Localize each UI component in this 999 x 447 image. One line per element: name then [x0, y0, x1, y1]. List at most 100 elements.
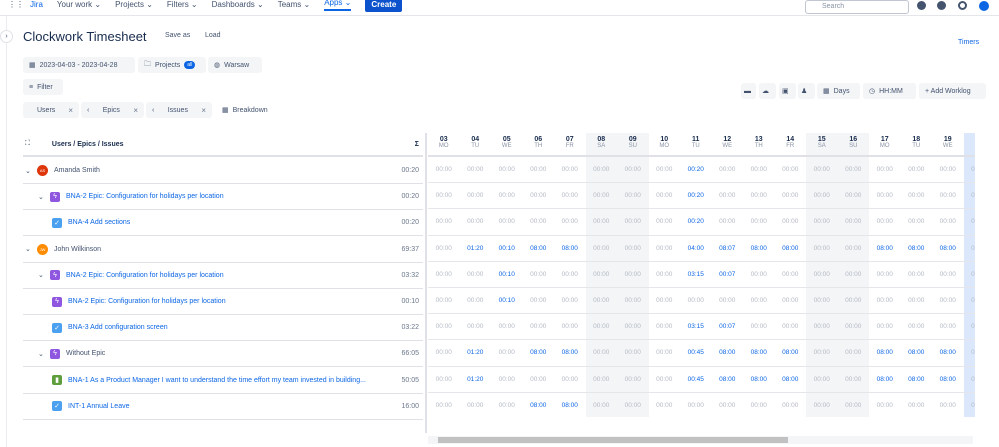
chevron-down-icon[interactable]: ⌄: [38, 350, 44, 358]
help-icon[interactable]: [937, 1, 946, 10]
time-cell[interactable]: 00:00: [963, 314, 975, 341]
date-range-picker[interactable]: ▦ 2023-04-03 - 2023-04-28: [23, 57, 135, 73]
time-cell[interactable]: 00:00: [617, 262, 649, 288]
chip-users[interactable]: Users ×: [23, 102, 79, 118]
time-cell[interactable]: 00:00: [743, 183, 775, 210]
breakdown-button[interactable]: ▦ Breakdown: [216, 102, 274, 118]
time-cell[interactable]: 08:00: [900, 340, 932, 367]
nav-filters[interactable]: Filters ⌄: [166, 0, 198, 9]
time-cell[interactable]: 00:20: [680, 157, 712, 184]
time-cell[interactable]: 00:00: [743, 393, 775, 417]
time-cell[interactable]: 00:20: [680, 183, 712, 210]
time-cell[interactable]: 00:00: [648, 288, 680, 315]
time-cell[interactable]: 00:00: [648, 262, 680, 288]
time-cell[interactable]: 00:00: [743, 157, 775, 184]
load-button[interactable]: Load: [205, 32, 221, 39]
time-cell[interactable]: 00:00: [491, 367, 523, 393]
app-switcher-icon[interactable]: ⋮⋮: [8, 0, 24, 9]
time-cell[interactable]: 00:00: [806, 367, 838, 393]
time-cell[interactable]: 00:00: [459, 288, 491, 315]
time-cell[interactable]: 00:00: [554, 262, 586, 288]
time-cell[interactable]: 00:00: [712, 393, 744, 417]
row-label[interactable]: BNA-4 Add sections: [68, 219, 131, 227]
time-cell[interactable]: 00:00: [554, 157, 586, 184]
time-cell[interactable]: 00:00: [617, 209, 649, 236]
time-cell[interactable]: 00:00: [711, 209, 743, 236]
time-cell[interactable]: 08:00: [900, 367, 932, 393]
time-cell[interactable]: 00:00: [617, 340, 649, 367]
time-cell[interactable]: 00:00: [743, 314, 775, 341]
time-cell[interactable]: 00:00: [459, 262, 491, 288]
time-cell[interactable]: 00:00: [522, 367, 554, 393]
time-cell[interactable]: 00:00: [617, 393, 649, 417]
search-input[interactable]: Search: [805, 0, 909, 14]
time-cell[interactable]: 00:00: [711, 183, 743, 210]
time-cell[interactable]: 00:00: [585, 236, 617, 262]
close-icon[interactable]: ×: [68, 105, 73, 115]
time-cell[interactable]: 00:00: [869, 157, 901, 184]
time-cell[interactable]: 00:00: [963, 209, 975, 236]
time-cell[interactable]: 00:00: [585, 209, 617, 236]
time-cell[interactable]: 00:00: [617, 183, 649, 210]
time-cell[interactable]: 00:00: [963, 288, 975, 315]
time-cell[interactable]: 00:00: [649, 393, 681, 417]
time-cell[interactable]: 00:00: [428, 340, 460, 367]
time-cell[interactable]: 00:00: [585, 314, 617, 341]
time-cell[interactable]: 00:00: [428, 288, 460, 315]
time-cell[interactable]: 00:00: [680, 288, 712, 315]
time-cell[interactable]: 00:00: [963, 262, 975, 288]
close-icon[interactable]: ×: [201, 105, 206, 115]
time-cell[interactable]: 00:00: [869, 393, 901, 417]
time-cell[interactable]: 00:00: [932, 314, 964, 341]
time-cell[interactable]: 00:00: [522, 314, 554, 341]
time-cell[interactable]: 00:00: [932, 209, 964, 236]
chip-issues[interactable]: ‹ Issues ×: [146, 102, 212, 118]
time-cell[interactable]: 00:00: [617, 367, 649, 393]
time-cell[interactable]: 00:00: [900, 157, 932, 184]
time-cell[interactable]: 00:00: [459, 183, 491, 210]
time-cell[interactable]: 00:00: [617, 314, 649, 341]
time-cell[interactable]: 08:00: [554, 236, 586, 262]
time-cell[interactable]: 00:00: [837, 340, 869, 367]
time-cell[interactable]: 00:00: [711, 157, 743, 184]
time-cell[interactable]: 00:00: [585, 340, 617, 367]
time-cell[interactable]: 00:00: [774, 157, 806, 184]
nav-teams[interactable]: Teams ⌄: [277, 0, 311, 9]
time-cell[interactable]: 00:00: [491, 157, 523, 184]
time-cell[interactable]: 00:00: [428, 209, 460, 236]
time-cell[interactable]: 00:00: [554, 183, 586, 210]
time-cell[interactable]: 00:00: [806, 262, 838, 288]
time-cell[interactable]: 00:00: [617, 157, 649, 184]
time-cell[interactable]: 00:00: [522, 183, 554, 210]
time-cell[interactable]: 00:00: [522, 262, 554, 288]
time-cell[interactable]: 00:00: [837, 367, 869, 393]
time-cell[interactable]: 00:00: [837, 262, 869, 288]
time-cell[interactable]: 00:00: [837, 157, 869, 184]
time-cell[interactable]: 00:00: [837, 183, 869, 210]
time-cell[interactable]: 00:00: [554, 288, 586, 315]
nav-dashboards[interactable]: Dashboards ⌄: [211, 0, 264, 9]
time-cell[interactable]: 00:00: [648, 157, 680, 184]
days-button[interactable]: ▦ Days: [817, 83, 860, 99]
time-cell[interactable]: 08:00: [522, 236, 554, 262]
notifications-icon[interactable]: [917, 1, 926, 10]
time-cell[interactable]: 08:00: [869, 340, 901, 367]
time-cell[interactable]: 00:00: [743, 288, 775, 315]
time-cell[interactable]: 00:00: [491, 314, 523, 341]
time-cell[interactable]: 00:00: [900, 314, 932, 341]
save-as-button[interactable]: Save as: [165, 32, 191, 39]
time-cell[interactable]: 00:00: [963, 157, 975, 184]
time-cell[interactable]: 00:00: [774, 314, 806, 341]
time-cell[interactable]: 00:00: [585, 367, 617, 393]
row-label[interactable]: BNA-2 Epic: Configuration for holidays p…: [66, 271, 224, 279]
time-cell[interactable]: 01:20: [459, 340, 491, 367]
time-cell[interactable]: 00:00: [743, 209, 775, 236]
time-cell[interactable]: 00:00: [806, 157, 838, 184]
chevron-down-icon[interactable]: ⌄: [25, 246, 31, 254]
time-format-button[interactable]: ◷ HH:MM: [863, 83, 916, 99]
time-cell[interactable]: 00:10: [491, 288, 523, 315]
time-cell[interactable]: 00:00: [743, 262, 775, 288]
jira-logo[interactable]: Jira: [30, 0, 43, 9]
time-cell[interactable]: 00:00: [459, 209, 491, 236]
time-cell[interactable]: 00:00: [491, 183, 523, 210]
